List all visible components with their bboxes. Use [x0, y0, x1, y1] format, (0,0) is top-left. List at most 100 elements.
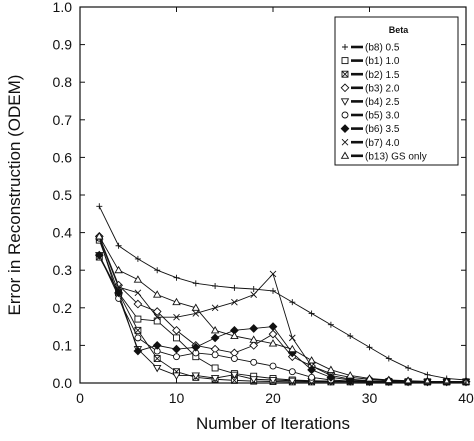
data-point: [405, 364, 412, 371]
data-point: [231, 284, 238, 291]
data-point: [172, 297, 181, 306]
data-point: [270, 287, 276, 294]
data-point: [230, 355, 238, 363]
data-point: [230, 371, 239, 380]
data-point: [327, 372, 335, 379]
legend-items: (b8) 0.5 (b1) 1.0 (b2) 1.5 (b3) 2.0 (b4) 2.5…: [340, 43, 427, 162]
data-point: [172, 344, 181, 354]
data-point: [250, 286, 257, 292]
data-point: [153, 317, 161, 325]
data-point: [134, 289, 142, 297]
legend-item: (b7) 4.0: [341, 138, 400, 149]
y-tick-label: 0.1: [53, 337, 73, 353]
data-point: [268, 339, 278, 347]
x-tick-label: 40: [458, 390, 474, 406]
y-tick-label: 0.2: [53, 300, 73, 316]
data-point: [114, 265, 123, 274]
x-tick-label: 20: [265, 390, 281, 406]
legend-label: (b5) 3.0: [365, 111, 400, 122]
series-layer: [94, 203, 471, 387]
data-point: [173, 334, 180, 342]
data-point: [269, 362, 277, 370]
series-filled-diamond: [94, 250, 471, 387]
data-point: [326, 365, 336, 373]
data-point: [153, 313, 161, 321]
data-point: [366, 344, 373, 351]
legend-label: (b3) 2.0: [365, 83, 400, 94]
y-tick-label: 0.3: [53, 262, 73, 278]
legend-label: (b7) 4.0: [365, 138, 400, 149]
data-point: [191, 303, 201, 311]
legend-label: (b4) 2.5: [365, 97, 400, 108]
data-point: [308, 373, 316, 381]
data-point: [365, 374, 374, 382]
legend-marker: [341, 138, 349, 146]
legend-title: Beta: [389, 25, 410, 35]
data-point: [134, 334, 142, 342]
data-point: [288, 344, 297, 353]
legend-item: (b8) 0.5: [342, 43, 400, 54]
legend-label: (b2) 1.5: [365, 70, 400, 81]
legend-marker: [342, 44, 348, 50]
plot-area-frame: [79, 6, 467, 384]
data-point: [133, 299, 143, 309]
legend-marker: [340, 83, 350, 93]
data-point: [289, 299, 296, 306]
x-tick-label: 30: [362, 390, 378, 406]
y-tick-label: 0.4: [53, 225, 73, 241]
data-point: [133, 275, 143, 283]
series-line: [98, 206, 467, 381]
data-point: [249, 341, 259, 350]
data-point: [154, 267, 161, 274]
data-point: [327, 321, 334, 328]
legend-item: (b2) 1.5: [341, 70, 400, 81]
x-tick-label: 10: [169, 390, 185, 406]
data-point: [307, 356, 316, 364]
data-point: [250, 291, 258, 298]
data-point: [268, 322, 278, 331]
x-axis-label: Number of Iterations: [196, 414, 350, 433]
data-point: [152, 290, 162, 298]
data-point: [210, 333, 220, 343]
y-axis-label: Error in Reconstruction (ODEM): [5, 75, 24, 316]
data-point: [173, 353, 180, 361]
y-tick-label: 0.7: [53, 112, 73, 128]
legend: Beta (b8) 0.5 (b1) 1.0 (b2) 1.5 (b3) 2.0 (b4…: [334, 16, 459, 166]
data-point: [153, 355, 161, 363]
legend-marker: [341, 57, 349, 65]
legend-item: (b5) 3.0: [341, 111, 400, 122]
data-point: [308, 362, 315, 370]
data-point: [114, 288, 123, 298]
data-point: [288, 368, 296, 376]
data-point: [347, 333, 354, 339]
data-point: [288, 334, 296, 342]
x-tick-label: 0: [76, 390, 84, 406]
data-point: [173, 313, 180, 321]
legend-marker: [341, 111, 349, 119]
data-point: [152, 341, 162, 350]
data-point: [172, 372, 181, 380]
x-axis-ticks: 0 10 20 30 40: [76, 7, 474, 406]
series-plus: [96, 203, 469, 383]
data-point: [249, 376, 258, 384]
data-point: [134, 326, 142, 334]
legend-item: (b3) 2.0: [340, 83, 400, 94]
data-point: [211, 304, 219, 312]
y-tick-label: 0.0: [53, 375, 73, 391]
data-point: [424, 371, 431, 378]
series-triangle-up: [95, 232, 471, 385]
data-point: [250, 358, 258, 366]
y-tick-label: 0.8: [53, 74, 73, 90]
data-point: [345, 371, 355, 379]
legend-label: (b6) 3.5: [365, 124, 400, 135]
legend-marker: [340, 124, 350, 133]
data-point: [230, 331, 239, 339]
data-point: [191, 342, 201, 352]
data-point: [212, 282, 219, 289]
data-point: [191, 372, 201, 380]
series-square-x: [95, 253, 470, 386]
data-point: [211, 364, 219, 372]
y-axis-ticks: 0.0 0.1 0.2 0.3 0.4 0.5 0.6 0.7 0.8 0.9 1.0: [53, 0, 466, 391]
data-point: [115, 283, 122, 291]
